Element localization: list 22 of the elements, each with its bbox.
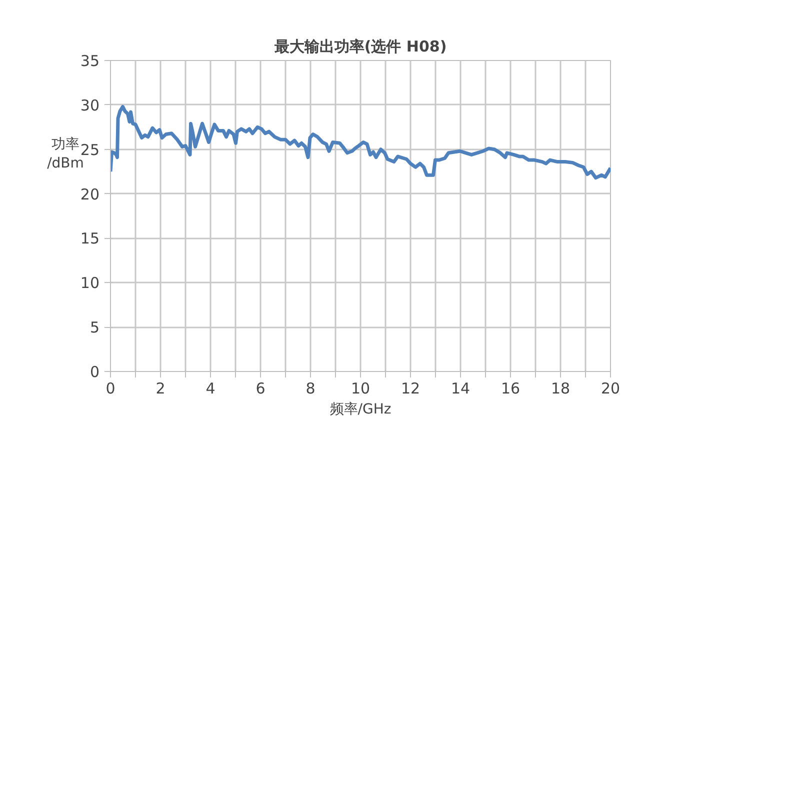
x-tick-label: 20	[600, 380, 620, 398]
y-tick-label: 10	[80, 274, 100, 292]
x-axis-title: 频率/GHz	[330, 402, 392, 418]
x-tick-label: 10	[350, 380, 370, 398]
x-tick-label: 12	[400, 380, 420, 398]
y-tick-label: 0	[90, 363, 100, 381]
x-tick-label: 6	[256, 380, 266, 398]
y-tick-label: 15	[80, 230, 100, 248]
x-tick-label: 4	[206, 380, 216, 398]
y-tick-label: 30	[80, 96, 100, 114]
x-tick-label: 2	[156, 380, 166, 398]
x-tick-label: 14	[450, 380, 470, 398]
x-tick-label: 0	[106, 380, 116, 398]
line-series	[110, 104, 610, 180]
y-tick-label: 5	[90, 318, 100, 337]
x-tick-label: 18	[550, 380, 570, 398]
x-tick-label: 8	[306, 380, 316, 398]
y-tick-label: 25	[80, 140, 100, 159]
chart-title: 最大输出功率(选件 H08)	[273, 38, 447, 56]
y-tick-label: 35	[80, 52, 100, 70]
x-tick-label: 16	[500, 380, 520, 398]
y-tick-label: 20	[80, 185, 100, 204]
